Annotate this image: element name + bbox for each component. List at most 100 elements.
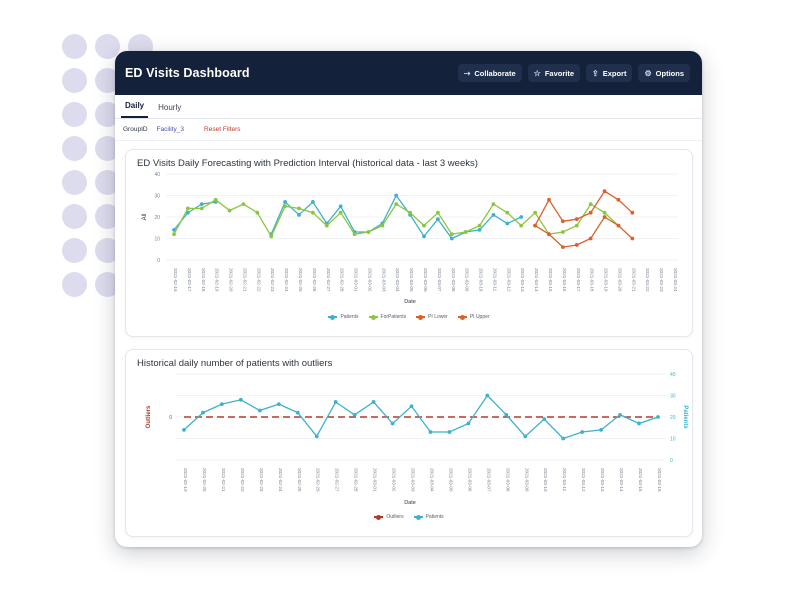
legend-label: Patients (340, 314, 359, 320)
patients-point (656, 415, 660, 419)
x-tick-label: 2021-03-03 (381, 268, 386, 292)
pi-lower-point (602, 215, 607, 219)
pi-lower-point (630, 236, 635, 241)
favorite-label: Favorite (544, 68, 575, 78)
reset-filters-link[interactable]: Reset Filters (204, 126, 241, 133)
forpatients-point (560, 230, 565, 234)
forpatients-point (505, 210, 510, 215)
x-tick-label: 2021-03-11 (492, 268, 497, 292)
patients-point (519, 215, 524, 219)
x-tick-label: 2021-03-02 (392, 468, 397, 492)
legend-item[interactable]: ForPatients (368, 314, 407, 320)
x-axis-label: Date (404, 299, 416, 305)
forecast-chart: 0 10 20 30 40 All 2021-02-16 2021-02-17 2021-02-… (142, 172, 678, 305)
x-tick-label: 2021-02-19 (215, 268, 220, 292)
pi-upper-point (630, 210, 635, 215)
x-tick-label: 2021-03-15 (638, 468, 643, 492)
patients-point (447, 430, 452, 434)
x-tick-label: 2021-03-06 (467, 468, 472, 492)
forpatients-point (297, 206, 301, 211)
legend-label: ForPatients (380, 314, 407, 320)
x-tick-label: 2021-03-13 (600, 468, 605, 492)
legend-item[interactable]: Patients (413, 514, 444, 520)
pi-upper-point (560, 219, 565, 224)
patients-point (491, 212, 496, 217)
forpatients-point (172, 232, 176, 237)
patients-point (199, 202, 204, 206)
x-tick-label: 2021-03-15 (548, 268, 553, 292)
patients-point (338, 204, 343, 209)
forpatients-point (213, 197, 218, 202)
y-tick-label: 0 (157, 258, 160, 264)
y2-tick-label: 40 (670, 372, 676, 378)
export-button[interactable]: ⇪ Export (586, 64, 633, 82)
legend-marker (330, 314, 336, 320)
patients-point (394, 193, 399, 198)
forecast-chart-card: ED Visits Daily Forecasting with Predict… (125, 149, 693, 337)
favorite-button[interactable]: ☆ Favorite (527, 64, 581, 82)
x-tick-label: 2021-03-10 (479, 268, 484, 292)
patients-point (422, 234, 426, 239)
legend-item[interactable]: Outliers (374, 514, 404, 520)
options-button[interactable]: ⚙ Options (638, 64, 690, 82)
x-axis-label: Date (404, 500, 416, 506)
tab-daily[interactable]: Daily (121, 101, 149, 118)
legend-item[interactable]: PI Upper (457, 314, 490, 320)
patients-point (352, 412, 357, 417)
x-tick-label: 2021-02-21 (242, 268, 247, 292)
x-tick-label: 2021-03-24 (673, 268, 678, 292)
x-tick-label: 2021-03-22 (645, 268, 650, 292)
collaborate-button[interactable]: ⇢ Collaborate (457, 64, 522, 82)
export-label: Export (602, 68, 627, 78)
tab-hourly[interactable]: Hourly (158, 103, 182, 112)
x-tick-label: 2021-03-11 (562, 468, 567, 492)
legend-item[interactable]: Patients (328, 314, 359, 320)
pi-upper-line (534, 190, 633, 226)
gear-icon: ⚙ (644, 68, 652, 78)
y-tick-label: 30 (154, 193, 160, 199)
app-title: ED Visits Dashboard (125, 66, 250, 80)
x-tick-label: 2021-02-27 (326, 268, 331, 292)
patients-line (173, 201, 216, 231)
patients-point (435, 217, 440, 222)
forpatients-point (519, 223, 524, 228)
x-tick-label: 2021-03-23 (659, 268, 664, 292)
patients-point (295, 410, 300, 415)
patients-point (542, 417, 547, 422)
x-tick-label: 2021-03-05 (448, 468, 453, 492)
patients-point (257, 408, 262, 413)
patients-point (466, 421, 471, 426)
export-icon: ⇪ (592, 68, 599, 78)
patients-point (201, 410, 205, 415)
legend-marker (459, 314, 465, 320)
patients-point (428, 430, 433, 434)
x-tick-label: 2021-02-22 (240, 468, 245, 492)
patients-point (310, 200, 315, 204)
x-tick-label: 2021-03-08 (505, 468, 510, 492)
y2-tick-label: 20 (670, 415, 676, 421)
patients-point (449, 236, 454, 241)
forpatients-point (324, 223, 329, 228)
forpatients-point (241, 202, 246, 206)
forpatients-point (227, 208, 232, 213)
decorative-dot (62, 238, 87, 263)
decorative-dot (62, 136, 87, 161)
x-tick-label: 2021-02-22 (256, 268, 261, 292)
filter-bar: GroupID Facility_3 Reset Filters (115, 119, 702, 141)
patients-point (477, 228, 482, 232)
y2-tick-label: 0 (670, 458, 673, 464)
legend-item[interactable]: PI Lower (416, 314, 448, 320)
forpatients-point (394, 202, 399, 206)
patients-line (183, 394, 659, 440)
patients-point (390, 421, 395, 426)
decorative-dot (62, 68, 87, 93)
legend-swatch (413, 514, 423, 520)
patients-point (580, 430, 585, 434)
groupid-value[interactable]: Facility_3 (156, 126, 185, 133)
x-tick-label: 2021-03-16 (562, 268, 567, 292)
patients-point (599, 428, 604, 432)
x-tick-label: 2021-03-16 (657, 468, 662, 492)
x-tick-label: 2021-02-17 (187, 268, 192, 292)
forpatients-point (588, 202, 593, 206)
x-tick-label: 2021-03-18 (590, 268, 595, 292)
